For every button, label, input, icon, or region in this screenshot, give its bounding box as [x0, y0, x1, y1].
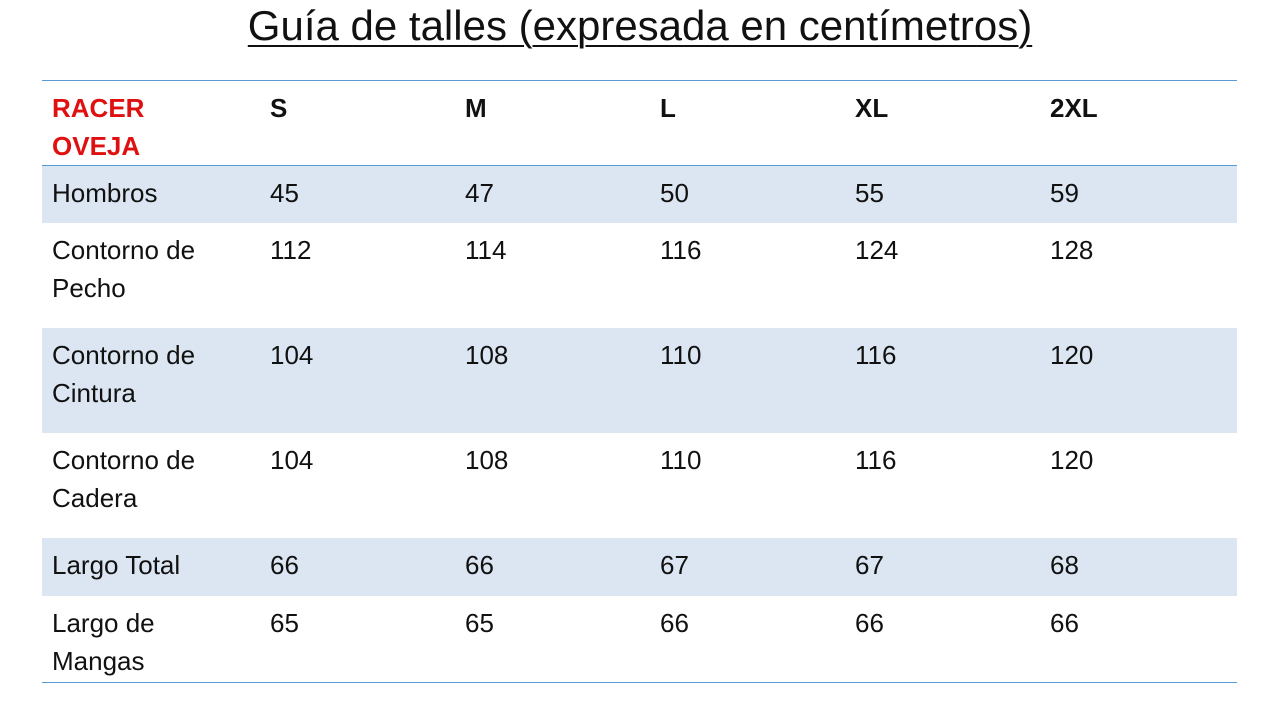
- size-header: 2XL: [1040, 80, 1237, 166]
- measurement-cell: 110: [660, 339, 702, 370]
- measurement-cell: 55: [855, 178, 884, 208]
- measurement-cell: 65: [465, 607, 494, 638]
- row-label: Largo Total: [52, 549, 181, 580]
- measurement-cell: 112: [270, 234, 312, 265]
- size-header: L: [650, 80, 845, 166]
- measurement-cell: 67: [660, 549, 689, 580]
- table-row: Contorno de Cintura 104 108 110 116 120: [42, 327, 1237, 433]
- table-row: Largo de Mangas 65 65 66 66 66: [42, 596, 1237, 683]
- measurement-cell: 67: [855, 549, 884, 580]
- measurement-cell: 116: [855, 339, 897, 370]
- measurement-cell: 66: [465, 549, 494, 580]
- measurement-cell: 45: [270, 178, 299, 208]
- measurement-cell: 65: [270, 607, 299, 638]
- measurement-cell: 116: [660, 234, 702, 265]
- measurement-cell: 120: [1050, 444, 1094, 475]
- table-row: Contorno de Cadera 104 108 110 116 120: [42, 433, 1237, 538]
- row-label: Hombros: [52, 178, 158, 208]
- measurement-cell: 120: [1050, 339, 1094, 370]
- measurement-cell: 104: [270, 339, 314, 370]
- table-row: Contorno de Pecho 112 114 116 124 128: [42, 223, 1237, 328]
- measurement-cell: 114: [465, 234, 507, 265]
- title: Guía de talles (expresada en centímetros…: [247, 2, 1033, 49]
- measurement-cell: 59: [1050, 178, 1079, 208]
- size-table: RACER OVEJA S M L XL 2XL Hombros 45 47 50 55 59 Con…: [42, 80, 1237, 683]
- row-label: Contorno de Cadera: [52, 444, 196, 513]
- measurement-cell: 66: [855, 607, 884, 638]
- measurement-cell: 108: [465, 444, 509, 475]
- measurement-cell: 66: [1050, 607, 1079, 638]
- measurement-cell: 124: [855, 234, 899, 265]
- measurement-cell: 116: [855, 444, 897, 475]
- row-label: Contorno de Pecho: [52, 234, 196, 303]
- table-body: Hombros 45 47 50 55 59 Contorno de Pecho 112 114…: [42, 165, 1237, 683]
- size-header: M: [455, 80, 650, 166]
- row-label: Contorno de Cintura: [52, 339, 196, 408]
- measurement-cell: 47: [465, 178, 494, 208]
- size-header: XL: [845, 80, 1040, 166]
- row-label: Largo de Mangas: [52, 607, 155, 676]
- measurement-cell: 66: [660, 607, 689, 638]
- measurement-cell: 66: [270, 549, 299, 580]
- measurement-cell: 68: [1050, 549, 1079, 580]
- measurement-cell: 110: [660, 444, 702, 475]
- measurement-cell: 128: [1050, 234, 1094, 265]
- measurement-cell: 50: [660, 178, 689, 208]
- model-name: RACER OVEJA: [42, 80, 260, 166]
- size-header: S: [260, 80, 455, 166]
- measurement-cell: 104: [270, 444, 314, 475]
- table-row: Largo Total 66 66 67 67 68: [42, 537, 1237, 596]
- table-row: Hombros 45 47 50 55 59: [42, 165, 1237, 223]
- header-row: RACER OVEJA S M L XL 2XL: [42, 80, 1237, 166]
- measurement-cell: 108: [465, 339, 509, 370]
